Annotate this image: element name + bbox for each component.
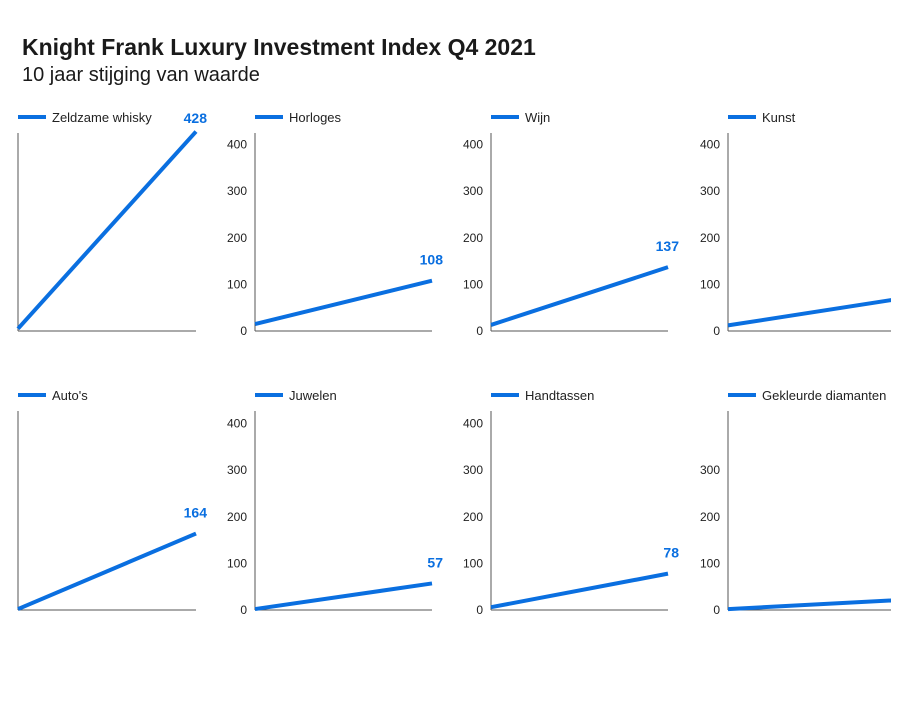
series-line-kunst [727,298,891,328]
data-label-juwelen: 57 [427,554,443,570]
chart-kunst: Kunst 0 100 200 300 400 [700,110,891,338]
chart-handtassen: Handtassen 0 100 200 300 400 78 [463,388,679,617]
chart-gekleurde-diamanten: Gekleurde diamanten 0 100 200 300 [700,388,891,617]
data-label-auto-s: 164 [184,505,208,521]
series-line-horloges [254,278,433,326]
legend-label-gekleurde-diamanten: Gekleurde diamanten [762,388,886,403]
series-line-wijn [490,265,669,327]
y-tick-label: 200 [463,231,483,245]
legend-label-horloges: Horloges [289,110,342,125]
data-label-wijn: 137 [656,238,680,254]
y-tick-label: 100 [227,277,247,291]
series-line-zeldzame-whisky [16,130,198,331]
y-tick-label: 0 [476,603,483,617]
y-tick-label: 100 [700,277,720,291]
y-tick-label: 400 [227,138,247,152]
y-tick-label: 200 [227,510,247,524]
legend-label-zeldzame-whisky: Zeldzame whisky [52,110,152,125]
series-line-handtassen [490,571,669,610]
y-tick-label: 100 [463,277,483,291]
data-label-zeldzame-whisky: 428 [184,110,208,126]
y-tick-label: 200 [227,231,247,245]
legend-label-kunst: Kunst [762,110,796,125]
y-tick-label: 400 [463,417,483,431]
y-tick-label: 300 [227,184,247,198]
y-tick-label: 100 [700,556,720,570]
chart-horloges: Horloges 0 100 200 300 400 108 [227,110,443,338]
legend-label-juwelen: Juwelen [289,388,337,403]
y-tick-label: 0 [713,324,720,338]
legend-label-handtassen: Handtassen [525,388,594,403]
data-label-horloges: 108 [420,252,444,268]
series-line-gekleurde-diamanten [727,598,891,612]
y-tick-label: 400 [227,417,247,431]
legend-label-auto-s: Auto's [52,388,88,403]
y-tick-label: 200 [463,510,483,524]
y-tick-label: 100 [227,556,247,570]
series-line-auto-s [17,531,197,611]
chart-zeldzame-whisky: Zeldzame whisky 428 [16,110,208,332]
y-tick-label: 300 [463,184,483,198]
y-tick-label: 400 [463,138,483,152]
y-tick-label: 400 [700,138,720,152]
y-tick-label: 300 [227,463,247,477]
series-line-juwelen [254,581,433,612]
y-tick-label: 0 [240,603,247,617]
y-tick-label: 0 [240,324,247,338]
y-tick-label: 200 [700,510,720,524]
y-tick-label: 300 [700,184,720,198]
chart-wijn: Wijn 0 100 200 300 400 137 [463,110,679,338]
y-tick-label: 0 [713,603,720,617]
y-tick-label: 0 [476,324,483,338]
chart-juwelen: Juwelen 0 100 200 300 400 57 [227,388,443,617]
legend-label-wijn: Wijn [525,110,550,125]
chart-title: Knight Frank Luxury Investment Index Q4 … [22,34,536,60]
chart-auto-s: Auto's 164 [17,388,208,611]
data-label-handtassen: 78 [663,545,679,561]
y-tick-label: 200 [700,231,720,245]
y-tick-label: 100 [463,556,483,570]
chart-subtitle: 10 jaar stijging van waarde [22,64,260,86]
y-tick-label: 300 [700,463,720,477]
y-tick-label: 300 [463,463,483,477]
